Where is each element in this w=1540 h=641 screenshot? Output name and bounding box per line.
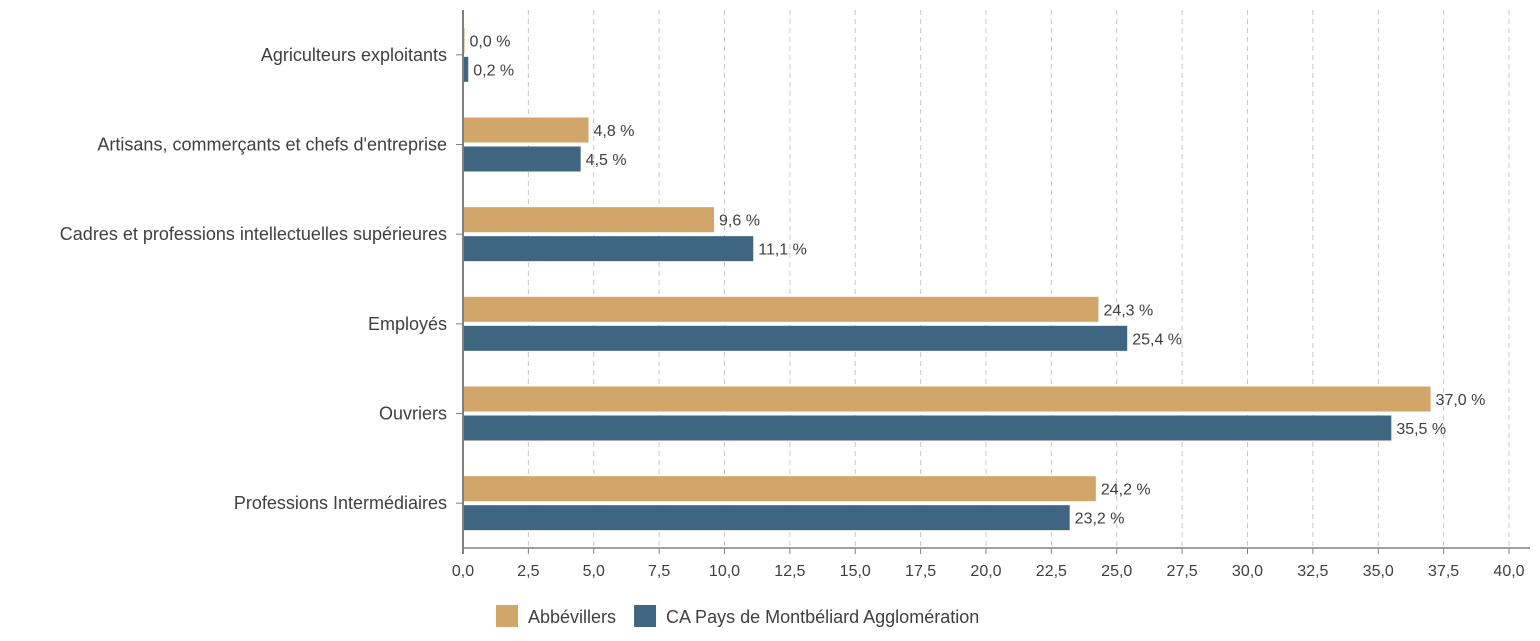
legend-label: Abbévillers	[528, 607, 616, 627]
x-tick-label: 10,0	[709, 563, 740, 580]
x-tick-label: 0,0	[452, 563, 474, 580]
x-tick-label: 12,5	[774, 563, 805, 580]
bar-ca-montbeliard	[463, 505, 1070, 531]
category-label: Agriculteurs exploitants	[261, 45, 447, 65]
x-tick-label: 2,5	[517, 563, 539, 580]
grid-lines	[527, 10, 1510, 548]
x-tick-label: 35,0	[1363, 563, 1394, 580]
x-tick-label: 27,5	[1167, 563, 1198, 580]
bar-abbevillers	[463, 207, 715, 233]
legend-swatch	[634, 605, 657, 627]
x-tick-label: 30,0	[1232, 563, 1263, 580]
data-label: 0,2 %	[473, 62, 514, 79]
bar-abbevillers	[463, 386, 1431, 412]
bar-ca-montbeliard	[463, 415, 1392, 441]
data-label: 25,4 %	[1132, 331, 1182, 348]
legend: Abbévillers CA Pays de Montbéliard Agglom…	[496, 605, 979, 627]
x-tick-label: 17,5	[905, 563, 936, 580]
data-label: 0,0 %	[470, 33, 511, 50]
bar-ca-montbeliard	[463, 236, 754, 262]
x-tick-label: 37,5	[1428, 563, 1459, 580]
data-label: 4,5 %	[586, 152, 627, 169]
x-tick-label: 20,0	[970, 563, 1001, 580]
x-tick-label: 32,5	[1297, 563, 1328, 580]
data-label: 4,8 %	[594, 123, 635, 140]
labels: 0,0 2,5 5,0 7,5 10,0 12,5 15,0 17,5 20,0 22,5 25,0…	[60, 33, 1525, 580]
data-label: 37,0 %	[1436, 392, 1486, 409]
bar-ca-montbeliard	[463, 146, 581, 172]
x-tick-label: 25,0	[1101, 563, 1132, 580]
bar-abbevillers	[463, 296, 1099, 322]
x-tick-label: 22,5	[1036, 563, 1067, 580]
category-label: Ouvriers	[379, 404, 447, 424]
x-tick-label: 7,5	[648, 563, 670, 580]
category-label: Cadres et professions intellectuelles su…	[60, 224, 447, 244]
data-label: 9,6 %	[719, 213, 760, 230]
legend-swatch	[496, 605, 518, 627]
data-label: 23,2 %	[1075, 511, 1125, 528]
x-tick-label: 5,0	[583, 563, 605, 580]
data-label: 35,5 %	[1396, 421, 1446, 438]
category-label: Artisans, commerçants et chefs d'entrepr…	[97, 135, 447, 155]
category-label: Employés	[368, 314, 447, 334]
data-label: 11,1 %	[758, 242, 807, 259]
bar-abbevillers	[463, 476, 1096, 502]
category-label: Professions Intermédiaires	[234, 493, 447, 513]
data-label: 24,3 %	[1103, 302, 1153, 319]
x-tick-label: 40,0	[1493, 563, 1524, 580]
bars	[463, 27, 1431, 531]
x-tick-label: 15,0	[840, 563, 871, 580]
bar-abbevillers	[463, 117, 589, 143]
legend-label: CA Pays de Montbéliard Agglomération	[666, 607, 979, 627]
bar-ca-montbeliard	[463, 56, 469, 82]
data-label: 24,2 %	[1101, 482, 1151, 499]
axes	[456, 10, 1530, 554]
bar-ca-montbeliard	[463, 325, 1128, 351]
